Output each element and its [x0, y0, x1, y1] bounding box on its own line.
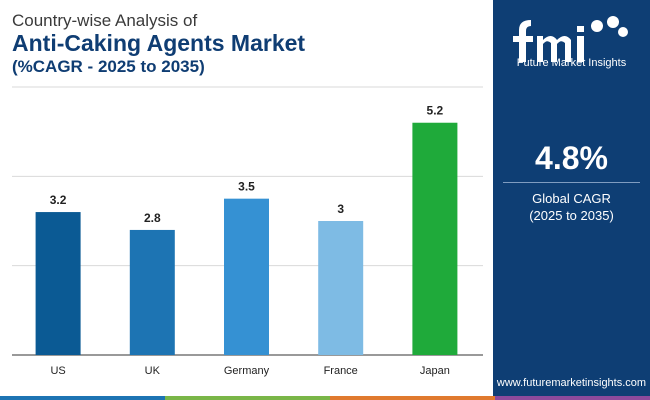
x-tick-label-japan: Japan	[420, 365, 450, 377]
x-tick-label-france: France	[324, 365, 358, 377]
cagr-divider	[503, 182, 640, 183]
cagr-label-line-2: (2025 to 2035)	[529, 208, 614, 223]
bar-japan	[412, 122, 458, 355]
bar-france	[318, 221, 364, 355]
bar-germany	[224, 198, 269, 355]
x-tick-label-uk: UK	[145, 365, 161, 377]
x-tick-label-germany: Germany	[224, 365, 270, 377]
data-label-france: 3	[337, 202, 344, 216]
data-label-japan: 5.2	[427, 104, 444, 118]
data-label-us: 3.2	[50, 193, 67, 207]
title-line-3: (%CAGR - 2025 to 2035)	[12, 57, 205, 76]
website-url: www.futuremarketinsights.com	[496, 377, 647, 389]
cagr-label-line-1: Global CAGR	[532, 191, 611, 206]
sidebar-panel: Future Market Insights 4.8% Global CAGR …	[493, 0, 650, 400]
bar-chart: 3.2 US 2.8 UK 3.5 Germany 3 France 5.2 Japan	[12, 86, 483, 377]
title-line-1: Country-wise Analysis of	[12, 11, 198, 30]
logo-subtitle: Future Market Insights	[516, 57, 627, 69]
data-label-germany: 3.5	[238, 180, 255, 194]
bar-uk	[129, 229, 175, 355]
footer-stripe-segment	[0, 396, 165, 400]
global-cagr-value: 4.8%	[535, 140, 608, 176]
data-label-uk: 2.8	[144, 211, 161, 225]
title-line-2: Anti-Caking Agents Market	[12, 30, 306, 56]
chart-title-block: Country-wise Analysis of Anti-Caking Age…	[12, 10, 305, 78]
bar-us	[35, 212, 81, 355]
global-cagr-label: Global CAGR (2025 to 2035)	[493, 190, 650, 224]
fmi-logo-icon	[513, 16, 628, 62]
x-tick-label-us: US	[50, 365, 65, 377]
footer-stripe-segment	[330, 396, 495, 400]
footer-stripe-segment	[165, 396, 330, 400]
bar-chart-svg: 3.2 US 2.8 UK 3.5 Germany 3 France 5.2 Japan	[12, 86, 483, 377]
footer-stripe-segment	[495, 396, 650, 400]
footer-color-stripe	[0, 396, 650, 400]
